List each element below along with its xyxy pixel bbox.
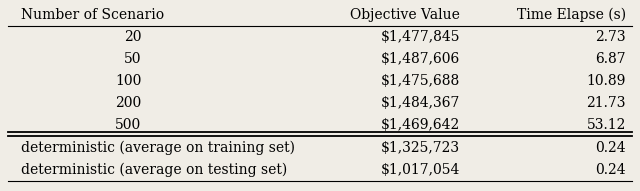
Text: $1,017,054: $1,017,054 [381, 163, 460, 177]
Text: 21.73: 21.73 [586, 96, 626, 110]
Text: Number of Scenario: Number of Scenario [20, 8, 164, 22]
Text: $1,325,723: $1,325,723 [381, 141, 460, 155]
Text: deterministic (average on testing set): deterministic (average on testing set) [20, 163, 287, 177]
Text: 20: 20 [124, 30, 141, 44]
Text: $1,469,642: $1,469,642 [381, 118, 460, 132]
Text: 53.12: 53.12 [586, 118, 626, 132]
Text: 0.24: 0.24 [595, 163, 626, 177]
Text: $1,477,845: $1,477,845 [381, 30, 460, 44]
Text: Objective Value: Objective Value [350, 8, 460, 22]
Text: 0.24: 0.24 [595, 141, 626, 155]
Text: 50: 50 [124, 52, 141, 66]
Text: 200: 200 [115, 96, 141, 110]
Text: $1,475,688: $1,475,688 [381, 74, 460, 88]
Text: deterministic (average on training set): deterministic (average on training set) [20, 140, 294, 155]
Text: $1,484,367: $1,484,367 [381, 96, 460, 110]
Text: Time Elapse (s): Time Elapse (s) [516, 7, 626, 22]
Text: 500: 500 [115, 118, 141, 132]
Text: 10.89: 10.89 [586, 74, 626, 88]
Text: 2.73: 2.73 [595, 30, 626, 44]
Text: 100: 100 [115, 74, 141, 88]
Text: $1,487,606: $1,487,606 [381, 52, 460, 66]
Text: 6.87: 6.87 [595, 52, 626, 66]
